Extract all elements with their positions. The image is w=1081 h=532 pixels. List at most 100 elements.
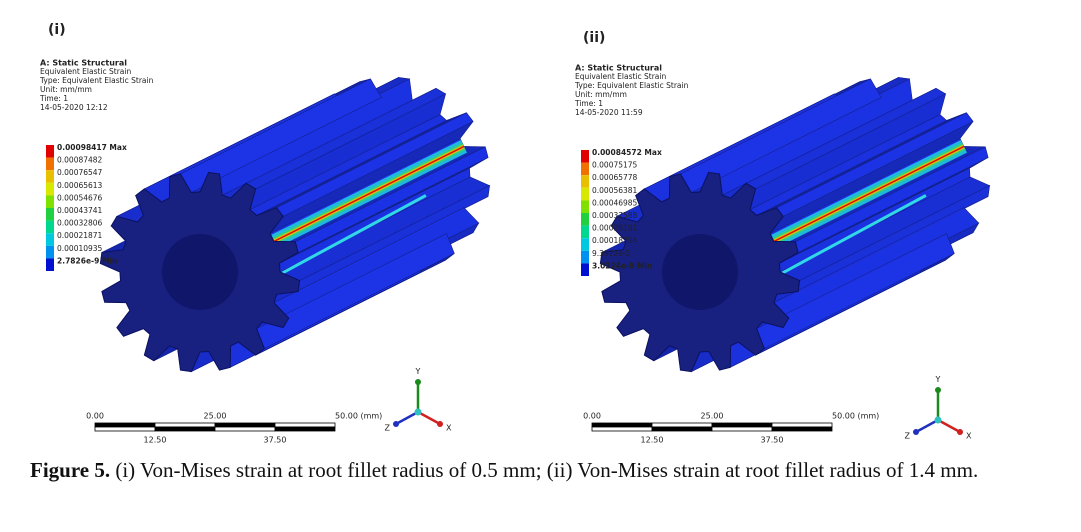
- scale-bar-bottom: [94, 426, 156, 432]
- axis-origin: [934, 416, 942, 424]
- scale-bar-top: [94, 422, 156, 428]
- panel-label: (ii): [583, 30, 605, 46]
- axis-arrow: [395, 410, 419, 426]
- header-line: 14-05-2020 12:12: [40, 103, 108, 112]
- axis-label: X: [966, 432, 972, 441]
- caption-label: Figure 5.: [30, 458, 111, 482]
- scale-bar-top: [154, 422, 216, 428]
- legend-label: 0.00056381: [592, 186, 638, 195]
- scale-bar-bottom: [771, 426, 833, 432]
- scale-bar-top: [214, 422, 276, 428]
- scale-bar-bottom: [274, 426, 336, 432]
- legend-label: 2.7826e-9 Min: [57, 256, 117, 265]
- legend-label: 0.00028191: [592, 224, 638, 233]
- legend-label: 0.00075175: [592, 161, 638, 170]
- legend-swatch: [581, 175, 589, 188]
- scale-bar-bottom: [711, 426, 773, 432]
- scale-label: 37.50: [264, 436, 287, 445]
- legend-label: 0.00076547: [57, 168, 103, 177]
- gear-bore: [662, 234, 738, 310]
- scale-label: 25.00: [204, 412, 227, 421]
- axis-label: Y: [935, 375, 941, 384]
- header-line: A: Static Structural: [575, 64, 662, 73]
- legend-swatch: [581, 263, 589, 276]
- legend-swatch: [581, 200, 589, 213]
- axis-arrow: [937, 418, 961, 434]
- legend-label: 0.00065613: [57, 181, 103, 190]
- header-line: 14-05-2020 11:59: [575, 108, 643, 117]
- axis-label: X: [446, 424, 452, 433]
- scale-bar-bottom: [154, 426, 216, 432]
- scale-bar-top: [711, 422, 773, 428]
- legend-swatch: [46, 157, 54, 171]
- strain-band: [273, 145, 465, 243]
- legend-label: 0.00084572 Max: [592, 148, 662, 157]
- axis-origin: [414, 408, 422, 416]
- scale-bar-top: [591, 422, 653, 428]
- legend-swatch: [581, 187, 589, 201]
- legend-label: 0.00087482: [57, 156, 103, 165]
- caption-text: (i) Von-Mises strain at root fillet radi…: [115, 458, 979, 482]
- scale-label: 0.00: [583, 412, 601, 421]
- header-line: Type: Equivalent Elastic Strain: [574, 81, 689, 90]
- scale-label: 37.50: [761, 436, 784, 445]
- header-line: Unit: mm/mm: [40, 85, 92, 94]
- legend-label: 0.00032806: [57, 219, 103, 228]
- scale-label: 50.00 (mm): [335, 412, 382, 421]
- axis-label: Y: [415, 367, 421, 376]
- legend-swatch: [581, 250, 589, 264]
- caption: Figure 5. (i) Von-Mises strain at root f…: [30, 457, 1075, 483]
- scale-bar-top: [274, 422, 336, 428]
- legend-label: 9.3972e-5: [592, 249, 631, 258]
- legend-label: 0.00043741: [57, 206, 103, 215]
- legend-label: 0.00046985: [592, 198, 638, 207]
- header-line: Unit: mm/mm: [575, 90, 627, 99]
- legend-label: 0.00021871: [57, 231, 103, 240]
- scale-bar-bottom: [214, 426, 276, 432]
- legend-label: 0.00098417 Max: [57, 143, 127, 152]
- legend-label: 0.00054676: [57, 193, 103, 202]
- legend-swatch: [581, 238, 589, 251]
- legend-swatch: [46, 170, 54, 183]
- scale-bar-top: [651, 422, 713, 428]
- legend-swatch: [581, 213, 589, 226]
- strain-band: [277, 194, 427, 277]
- header-line: Time: 1: [39, 94, 68, 103]
- legend-swatch: [46, 182, 54, 196]
- header-line: Equivalent Elastic Strain: [575, 72, 666, 81]
- legend-swatch: [581, 162, 589, 176]
- legend-label: 0.00018794: [592, 236, 638, 245]
- gear-bore: [162, 234, 238, 310]
- axis-head: [957, 429, 963, 435]
- scale-label: 0.00: [86, 412, 104, 421]
- legend-label: 0.00065778: [592, 173, 638, 182]
- header-line: Equivalent Elastic Strain: [40, 67, 131, 76]
- scale-label: 12.50: [144, 436, 167, 445]
- legend-swatch: [46, 233, 54, 246]
- scale-label: 25.00: [701, 412, 724, 421]
- scale-bar-top: [771, 422, 833, 428]
- axis-arrow: [915, 418, 939, 434]
- legend-label: 3.0224e-9 Min: [592, 261, 652, 270]
- axis-head: [437, 421, 443, 427]
- scale-label: 50.00 (mm): [832, 412, 879, 421]
- scale-bar-bottom: [591, 426, 653, 432]
- legend-swatch: [46, 145, 54, 158]
- panel-label: (i): [48, 22, 66, 38]
- strain-band: [773, 145, 965, 243]
- scale-label: 12.50: [641, 436, 664, 445]
- scale-bar-bottom: [651, 426, 713, 432]
- legend-swatch: [46, 258, 54, 271]
- legend-swatch: [581, 150, 589, 163]
- header-line: Type: Equivalent Elastic Strain: [39, 76, 154, 85]
- axis-head: [415, 379, 421, 385]
- legend-swatch: [581, 225, 589, 239]
- axis-label: Z: [904, 432, 910, 441]
- axis-head: [935, 387, 941, 393]
- axis-arrow: [417, 410, 441, 426]
- legend-swatch: [46, 195, 54, 208]
